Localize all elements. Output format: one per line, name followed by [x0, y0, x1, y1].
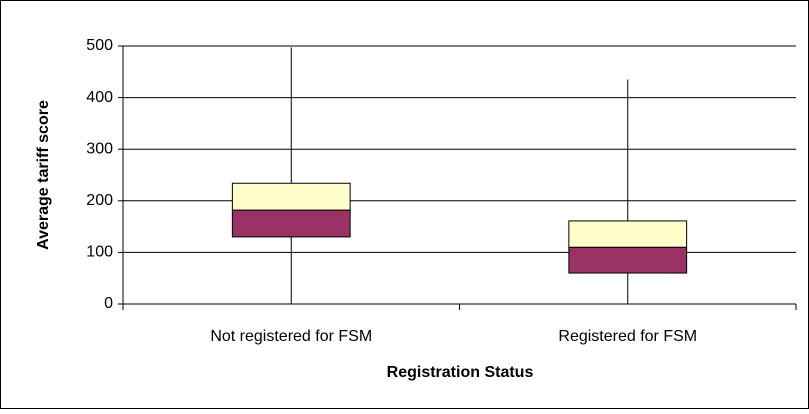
box-upper: [231, 182, 351, 211]
y-axis-label: Average tariff score: [35, 100, 52, 250]
y-tick-label: 200: [86, 192, 113, 209]
y-tick-label: 100: [86, 244, 113, 261]
box-lower: [231, 209, 351, 238]
y-tick-label: 0: [104, 295, 113, 312]
x-tick-label: Registered for FSM: [558, 328, 697, 345]
box-lower: [568, 246, 688, 274]
y-tick-label: 500: [86, 37, 113, 54]
x-axis-label: Registration Status: [387, 364, 534, 381]
box-upper: [568, 220, 688, 248]
x-tick-label: Not registered for FSM: [210, 328, 372, 345]
y-tick-label: 300: [86, 140, 113, 157]
y-tick-label: 400: [86, 89, 113, 106]
